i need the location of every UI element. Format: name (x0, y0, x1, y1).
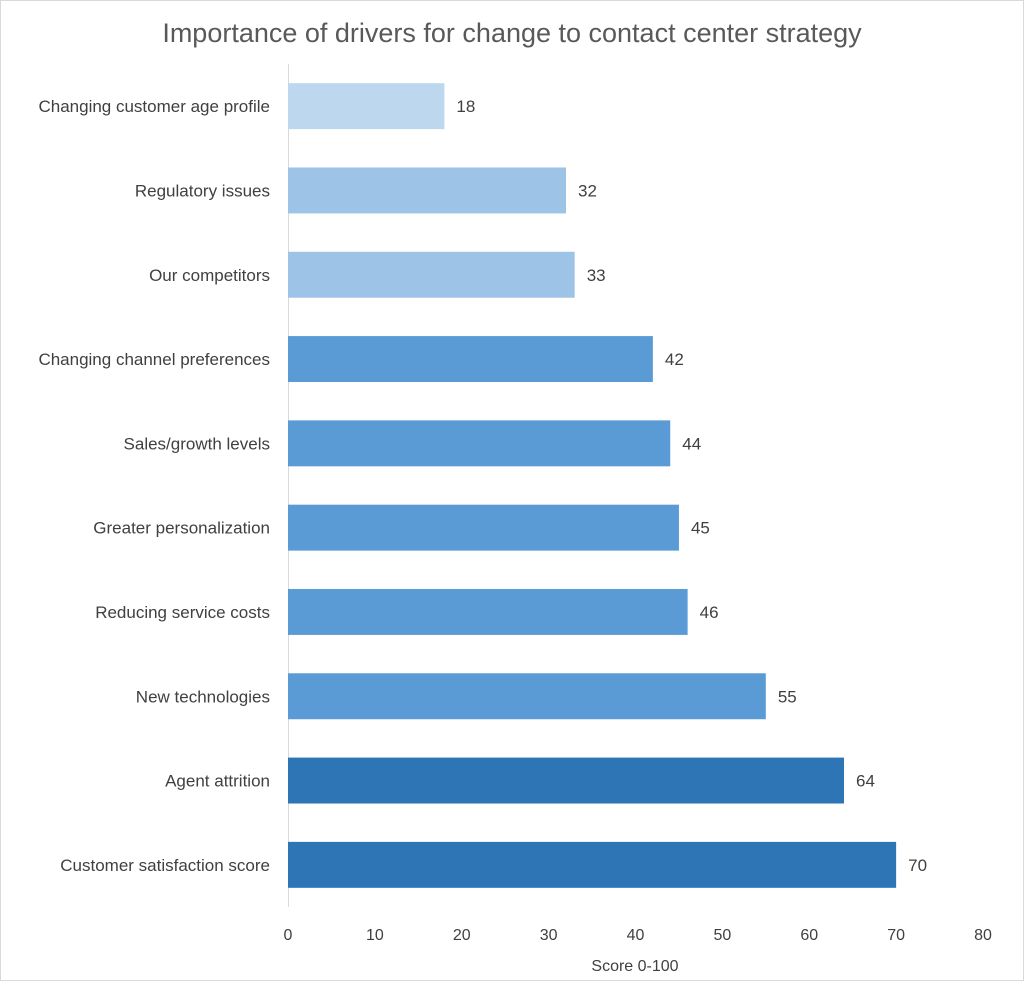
bar-0 (288, 83, 445, 130)
bar-5 (288, 504, 679, 551)
bar-1 (288, 167, 566, 214)
category-label: Our competitors (149, 266, 270, 285)
x-tick-label: 70 (887, 927, 905, 944)
data-label: 55 (778, 687, 797, 706)
bar-6 (288, 588, 688, 635)
category-label: Changing channel preferences (38, 350, 270, 369)
data-label: 45 (691, 519, 710, 538)
x-tick-labels-group: 0 10 20 30 40 50 60 70 80 (284, 927, 992, 944)
data-label: 70 (908, 856, 927, 875)
category-label: Greater personalization (93, 519, 270, 538)
category-label: Sales/growth levels (124, 434, 270, 453)
bar-8 (288, 757, 844, 804)
data-label: 18 (456, 97, 475, 116)
chart-title: Importance of drivers for change to cont… (162, 18, 862, 48)
x-axis-label: Score 0-100 (591, 958, 678, 975)
x-tick-label: 40 (627, 927, 645, 944)
data-label: 64 (856, 772, 875, 791)
data-labels-group: 18 32 33 42 44 45 46 55 64 70 (456, 97, 927, 875)
data-label: 46 (700, 603, 719, 622)
bar-9 (288, 841, 897, 888)
x-tick-label: 80 (974, 927, 992, 944)
data-label: 33 (587, 266, 606, 285)
category-label: Reducing service costs (95, 603, 270, 622)
data-label: 42 (665, 350, 684, 369)
category-labels-group: Changing customer age profile Regulatory … (38, 97, 270, 875)
bar-4 (288, 420, 671, 467)
x-tick-label: 20 (453, 927, 471, 944)
x-tick-label: 50 (713, 927, 731, 944)
bar-3 (288, 336, 653, 383)
bars-group (288, 83, 897, 888)
category-label: Agent attrition (165, 772, 270, 791)
data-label: 44 (682, 434, 701, 453)
category-label: New technologies (136, 687, 270, 706)
x-tick-label: 60 (800, 927, 818, 944)
category-label: Regulatory issues (135, 181, 270, 200)
category-label: Changing customer age profile (38, 97, 270, 116)
data-label: 32 (578, 181, 597, 200)
x-tick-label: 30 (540, 927, 558, 944)
x-tick-label: 10 (366, 927, 384, 944)
category-label: Customer satisfaction score (60, 856, 270, 875)
bar-7 (288, 673, 766, 720)
x-tick-label: 0 (284, 927, 293, 944)
bar-2 (288, 251, 575, 298)
